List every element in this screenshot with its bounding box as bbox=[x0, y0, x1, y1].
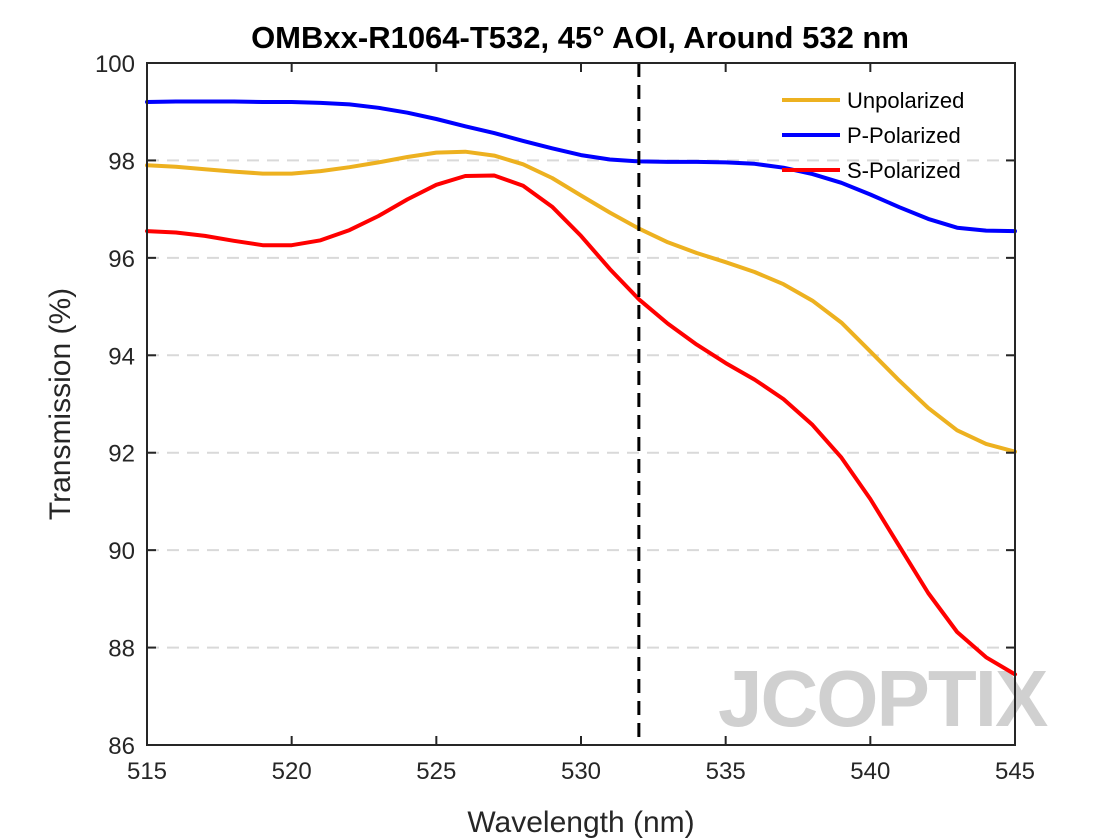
x-tick-label: 515 bbox=[127, 758, 167, 785]
x-tick-label: 545 bbox=[995, 758, 1035, 785]
grid-layer bbox=[147, 159, 1015, 649]
series-layer bbox=[145, 99, 1017, 677]
watermark: JCOPTIX bbox=[718, 654, 1050, 743]
y-tick-label: 100 bbox=[95, 51, 135, 78]
legend: Unpolarized P-Polarized S-Polarized bbox=[782, 88, 964, 183]
y-tick-label: 86 bbox=[108, 733, 135, 760]
y-tick-label: 94 bbox=[108, 343, 135, 370]
x-tick-label: 520 bbox=[272, 758, 312, 785]
series-line-1 bbox=[145, 99, 1017, 234]
x-axis-label: Wavelength (nm) bbox=[467, 806, 694, 839]
x-tick-label: 540 bbox=[850, 758, 890, 785]
tick-layer: 515 520 525 530 535 540 545 86 88 90 92 94 96 98 100 bbox=[95, 51, 1035, 785]
x-tick-label: 535 bbox=[706, 758, 746, 785]
y-tick-label: 92 bbox=[108, 441, 135, 468]
y-tick-label: 98 bbox=[108, 148, 135, 175]
x-tick-label: 525 bbox=[416, 758, 456, 785]
x-tick-label: 530 bbox=[561, 758, 601, 785]
legend-label-0: Unpolarized bbox=[847, 88, 964, 113]
y-axis-label: Transmission (%) bbox=[44, 288, 77, 520]
y-tick-label: 88 bbox=[108, 636, 135, 663]
y-tick-label: 96 bbox=[108, 246, 135, 273]
chart-title: OMBxx-R1064-T532, 45° AOI, Around 532 nm bbox=[251, 20, 909, 55]
series-line-0 bbox=[145, 149, 1017, 454]
legend-label-2: S-Polarized bbox=[847, 158, 961, 183]
legend-label-1: P-Polarized bbox=[847, 123, 961, 148]
y-tick-label: 90 bbox=[108, 538, 135, 565]
watermark-text: JCOPTIX bbox=[718, 654, 1048, 743]
series-line-2 bbox=[145, 173, 1017, 677]
